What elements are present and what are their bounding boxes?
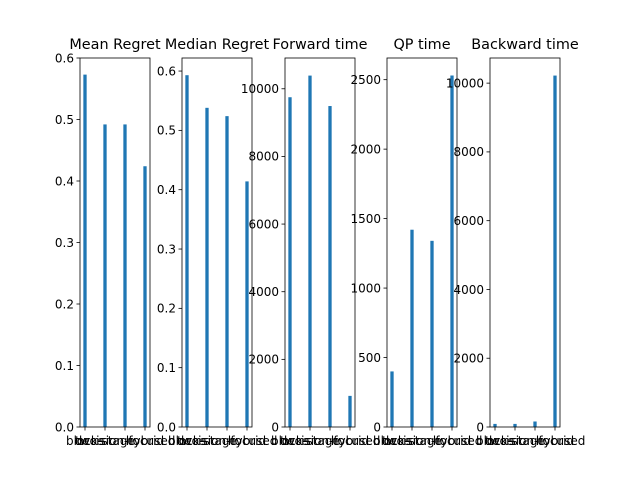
axes-frame <box>284 57 356 428</box>
bar-hybrid <box>143 166 147 428</box>
bar-blocks <box>185 75 189 427</box>
x-tick-label-two-stage: two-stage <box>177 434 237 448</box>
y-tick-label: 2500 <box>350 73 381 87</box>
bar-two-stage <box>205 107 209 427</box>
bar-decision-focused <box>430 240 434 427</box>
x-tick-label-hybrid: hybrid <box>126 434 164 448</box>
bar-blocks <box>493 423 497 427</box>
y-tick-label: 8000 <box>453 145 484 159</box>
y-tick-label: 2000 <box>453 352 484 366</box>
y-tick-label: 0.3 <box>157 242 176 256</box>
x-tick-label-decision-focused: decision-focused <box>485 434 586 448</box>
bar-decision-focused <box>533 421 537 427</box>
bar-hybrid <box>348 395 352 427</box>
y-tick-label: 2000 <box>350 142 381 156</box>
x-tick-label-decision-focused: decision-focused <box>280 434 381 448</box>
x-tick-label-decision-focused: decision-focused <box>382 434 483 448</box>
bar-two-stage <box>513 423 517 427</box>
y-tick-label: 0.1 <box>157 361 176 375</box>
chart-forward-time: 0200040006000800010000blockstwo-stagedec… <box>241 37 381 448</box>
y-tick-label: 0.2 <box>157 302 176 316</box>
x-tick-label-hybrid: hybrid <box>433 434 471 448</box>
y-tick-label: 0.2 <box>55 297 74 311</box>
bar-two-stage <box>410 229 414 427</box>
x-tick-label-two-stage: two-stage <box>485 434 545 448</box>
y-tick-label: 1000 <box>350 281 381 295</box>
y-tick-label: 6000 <box>453 214 484 228</box>
chart-mean-regret: 0.0 0.1 0.2 0.3 0.4 0.5 0.6 blockstwo-stagedeci… <box>55 37 176 448</box>
bar-decision-focused <box>225 116 229 427</box>
y-tick-label: 8000 <box>248 150 279 164</box>
y-tick-label: 4000 <box>453 283 484 297</box>
bar-blocks <box>390 371 394 427</box>
chart-title: QP time <box>393 37 450 53</box>
y-tick-label: 0.5 <box>55 113 74 127</box>
x-tick-label-decision-focused: decision-focused <box>75 434 176 448</box>
y-tick-label: 0 <box>476 420 484 434</box>
x-tick-label-blocks: blocks <box>271 434 309 448</box>
y-tick-label: 0.6 <box>55 51 74 65</box>
axes-frame <box>386 57 458 428</box>
bar-two-stage <box>308 75 312 427</box>
y-tick-label: 0 <box>373 420 381 434</box>
y-tick-label: 10000 <box>446 76 484 90</box>
x-tick-label-hybrid: hybrid <box>536 434 574 448</box>
y-tick-label: 6000 <box>248 217 279 231</box>
x-tick-label-blocks: blocks <box>373 434 411 448</box>
x-tick-label-blocks: blocks <box>66 434 104 448</box>
x-tick-label-hybrid: hybrid <box>228 434 266 448</box>
y-tick-label: 0.0 <box>157 420 176 434</box>
y-tick-label: 0.3 <box>55 236 74 250</box>
y-tick-label: 10000 <box>241 82 279 96</box>
y-tick-label: 0.6 <box>157 64 176 78</box>
bar-decision-focused <box>123 124 127 428</box>
chart-median-regret: 0.0 0.1 0.2 0.3 0.4 0.5 0.6 blockstwo-stagedeci… <box>157 37 278 448</box>
bar-blocks <box>288 97 292 427</box>
axes-frame <box>181 57 253 428</box>
y-tick-label: 0.0 <box>55 420 74 434</box>
x-tick-label-blocks: blocks <box>476 434 514 448</box>
chart-backward-time: 0 2000 4000 6000 8000 10000 blockstwo-stagedec… <box>446 37 586 448</box>
y-tick-label: 0.4 <box>157 183 176 197</box>
x-tick-label-two-stage: two-stage <box>382 434 442 448</box>
chart-title: Median Regret <box>165 37 270 53</box>
chart-title: Mean Regret <box>69 37 161 53</box>
y-tick-label: 0 <box>271 420 279 434</box>
y-tick-label: 0.4 <box>55 174 74 188</box>
chart-qp-time: 0 500 1000 1500 2000 2500 blockstwo-stagedecis… <box>350 37 482 448</box>
x-tick-label-two-stage: two-stage <box>75 434 135 448</box>
y-tick-label: 1500 <box>350 212 381 226</box>
chart-title: Backward time <box>471 37 579 53</box>
axes-frame <box>489 57 561 428</box>
bar-hybrid <box>450 75 454 427</box>
y-tick-label: 4000 <box>248 285 279 299</box>
y-tick-label: 2000 <box>248 353 279 367</box>
bar-hybrid <box>553 75 557 427</box>
bar-two-stage <box>103 124 107 428</box>
x-tick-label-decision-focused: decision-focused <box>177 434 278 448</box>
y-tick-label: 0.1 <box>55 359 74 373</box>
bar-hybrid <box>245 181 249 427</box>
x-tick-label-two-stage: two-stage <box>280 434 340 448</box>
x-tick-label-blocks: blocks <box>168 434 206 448</box>
y-tick-label: 0.5 <box>157 124 176 138</box>
bar-decision-focused <box>328 106 332 427</box>
y-tick-label: 500 <box>358 351 381 365</box>
bar-blocks <box>83 74 87 428</box>
x-tick-label-hybrid: hybrid <box>331 434 369 448</box>
chart-title: Forward time <box>273 37 368 53</box>
